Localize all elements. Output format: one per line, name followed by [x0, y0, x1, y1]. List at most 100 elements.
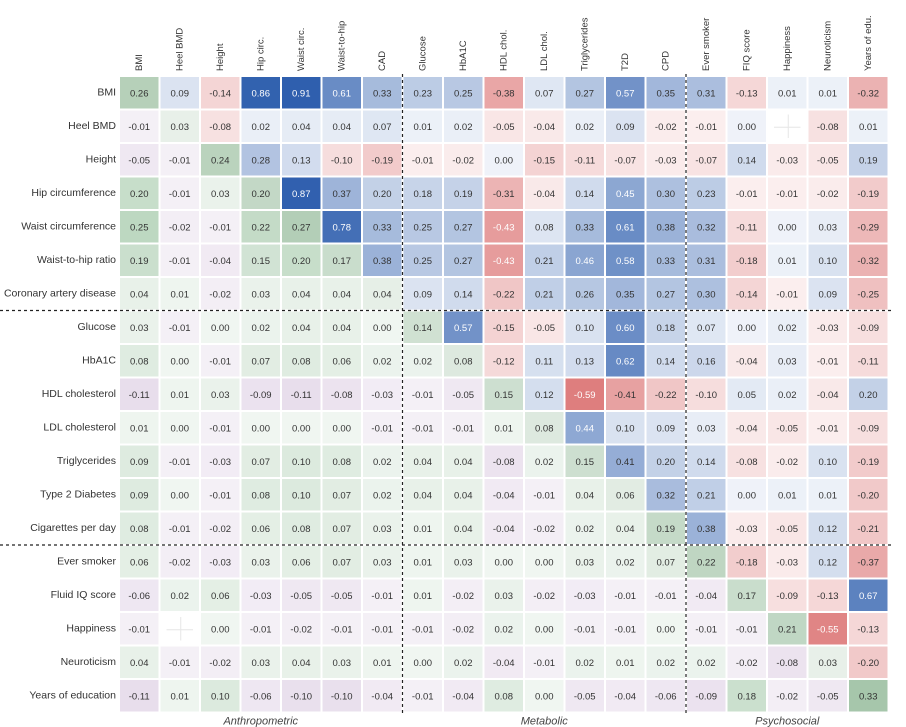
cell-label: 0.02	[778, 323, 797, 334]
cell-label: -0.05	[817, 691, 839, 702]
cell-label: 0.33	[657, 256, 676, 267]
cell-label: 0.57	[454, 323, 473, 334]
cell	[120, 646, 159, 678]
cell-label: -0.01	[655, 591, 677, 602]
cell-label: -0.21	[857, 524, 879, 535]
cell-label: -0.06	[655, 691, 677, 702]
cell-label: -0.01	[614, 624, 636, 635]
cell-label: 0.00	[535, 691, 554, 702]
cell	[687, 680, 726, 712]
row-label: Fluid IQ score	[51, 589, 117, 601]
cell	[849, 512, 888, 544]
column-label: Glucose	[417, 36, 428, 71]
cell	[363, 680, 402, 712]
cell-label: 0.08	[130, 524, 149, 535]
cell	[403, 311, 442, 343]
cell-label: -0.31	[493, 189, 515, 200]
cell	[484, 512, 523, 544]
cell-label: -0.11	[129, 691, 150, 702]
cell	[565, 646, 604, 678]
cell	[727, 479, 766, 511]
cell-label: 0.01	[495, 423, 514, 434]
cell-label: 0.18	[414, 189, 433, 200]
cell-label: -0.09	[857, 323, 879, 334]
cell-label: 0.15	[252, 256, 271, 267]
cell-label: 0.07	[252, 356, 271, 367]
cell	[403, 378, 442, 410]
row-label: Triglycerides	[57, 455, 116, 467]
cell	[363, 211, 402, 243]
cell	[849, 378, 888, 410]
cell	[646, 479, 685, 511]
cell	[322, 77, 361, 109]
cell	[727, 177, 766, 209]
cell	[120, 512, 159, 544]
cell-label: 0.25	[454, 88, 473, 99]
cell	[403, 278, 442, 310]
column-label: Happiness	[782, 26, 793, 71]
cell-label: 0.78	[333, 222, 352, 233]
cell	[201, 646, 240, 678]
cell	[525, 77, 564, 109]
cell	[201, 211, 240, 243]
cell-label: 0.25	[130, 222, 149, 233]
cell	[282, 278, 321, 310]
cell	[606, 512, 645, 544]
cell	[849, 244, 888, 276]
cell-label: 0.09	[657, 423, 676, 434]
cell	[363, 412, 402, 444]
cell-label: 0.33	[576, 222, 595, 233]
column-label: Neuroticism	[822, 21, 833, 71]
cell	[525, 345, 564, 377]
cell-label: 0.27	[292, 222, 311, 233]
cell	[646, 613, 685, 645]
cell-label: -0.01	[533, 658, 555, 669]
cell-label: 0.01	[414, 524, 433, 535]
cell	[808, 680, 847, 712]
cell-label: -0.01	[169, 524, 191, 535]
column-label: Waist circ.	[296, 28, 307, 71]
cell-label: 0.31	[697, 88, 716, 99]
cell	[201, 177, 240, 209]
cell	[484, 345, 523, 377]
cell	[687, 646, 726, 678]
cell	[241, 144, 280, 176]
cell	[363, 613, 402, 645]
cell	[241, 77, 280, 109]
cell-label: -0.02	[655, 122, 677, 133]
cell	[808, 177, 847, 209]
cell-label: 0.04	[333, 323, 352, 334]
column-label: Triglycerides	[579, 17, 590, 71]
cell-label: 0.01	[171, 390, 190, 401]
cell	[565, 479, 604, 511]
cell	[444, 244, 483, 276]
cell	[322, 110, 361, 142]
column-label: BMI	[134, 54, 145, 71]
cell-label: 0.10	[616, 423, 635, 434]
cell-label: -0.01	[574, 624, 596, 635]
cell-label: -0.10	[290, 691, 312, 702]
cell	[768, 445, 807, 477]
cell	[444, 445, 483, 477]
cell	[565, 445, 604, 477]
cell	[646, 177, 685, 209]
cell	[160, 177, 199, 209]
cell-label: 0.33	[373, 88, 392, 99]
cell	[525, 412, 564, 444]
cell	[120, 479, 159, 511]
cell-label: -0.01	[533, 490, 555, 501]
cell	[160, 680, 199, 712]
cell	[241, 110, 280, 142]
cell-label: 0.00	[738, 122, 757, 133]
cell-label: 0.04	[292, 289, 311, 300]
cell-label: 0.19	[454, 189, 473, 200]
cell-label: 0.08	[130, 356, 149, 367]
cell	[768, 345, 807, 377]
cell	[241, 579, 280, 611]
row-label: HDL cholesterol	[42, 388, 116, 400]
cell	[363, 244, 402, 276]
cell-label: -0.01	[209, 490, 231, 501]
cell-label: 0.24	[211, 155, 230, 166]
cell	[565, 378, 604, 410]
cell	[849, 311, 888, 343]
